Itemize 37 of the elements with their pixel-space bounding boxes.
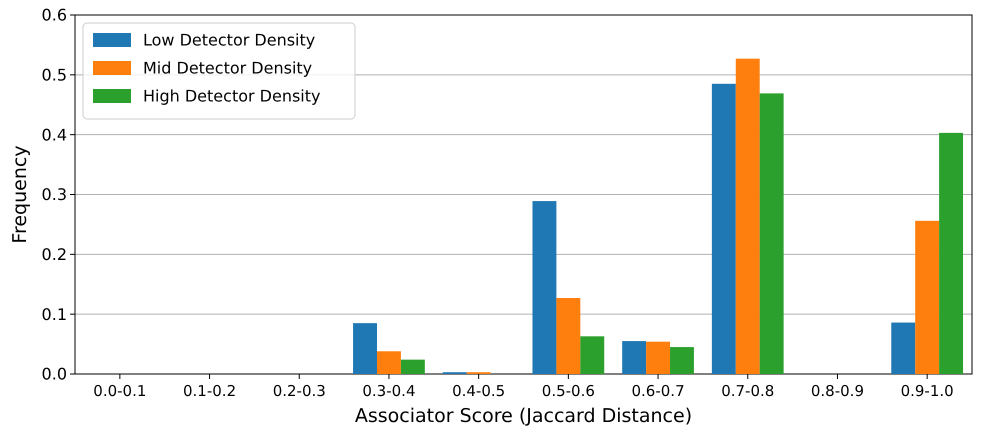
y-axis-title: Frequency — [9, 145, 31, 244]
bar — [556, 298, 580, 374]
legend-label: Mid Detector Density — [143, 58, 312, 78]
x-tick-label: 0.7-0.8 — [721, 382, 774, 400]
bar — [376, 351, 401, 374]
x-tick-label: 0.2-0.3 — [272, 382, 326, 400]
y-tick-label: 0.1 — [42, 304, 67, 324]
bar — [400, 360, 425, 374]
y-tick-label: 0.2 — [42, 244, 67, 264]
x-tick-label: 0.3-0.4 — [362, 382, 416, 400]
bar — [670, 347, 694, 374]
x-tick-label: 0.0-0.1 — [93, 382, 146, 400]
bar — [580, 336, 604, 374]
x-axis-title: Associator Score (Jaccard Distance) — [354, 405, 692, 427]
bar — [736, 58, 760, 374]
x-tick-label: 0.5-0.6 — [542, 382, 595, 400]
bar — [891, 322, 916, 374]
x-tick-label: 0.6-0.7 — [631, 382, 685, 400]
legend-label: Low Detector Density — [143, 30, 316, 50]
x-tick-label: 0.1-0.2 — [182, 382, 236, 400]
bar — [622, 341, 646, 374]
y-tick-label: 0.6 — [42, 6, 67, 25]
x-tick-label: 0.8-0.9 — [810, 382, 864, 400]
y-tick-label: 0.5 — [42, 65, 67, 84]
bar — [532, 201, 556, 374]
bar — [353, 323, 377, 374]
x-tick-label: 0.4-0.5 — [452, 382, 506, 400]
bar — [760, 93, 784, 374]
y-tick-label: 0.3 — [42, 185, 67, 204]
legend-label: High Detector Density — [143, 86, 320, 106]
y-tick-label: 0.4 — [42, 125, 67, 144]
bar — [646, 342, 670, 374]
y-tick-label: 0.0 — [42, 364, 67, 384]
bar — [939, 132, 964, 374]
bar — [712, 84, 736, 374]
x-tick-label: 0.9-1.0 — [900, 382, 954, 400]
bar — [915, 220, 940, 374]
